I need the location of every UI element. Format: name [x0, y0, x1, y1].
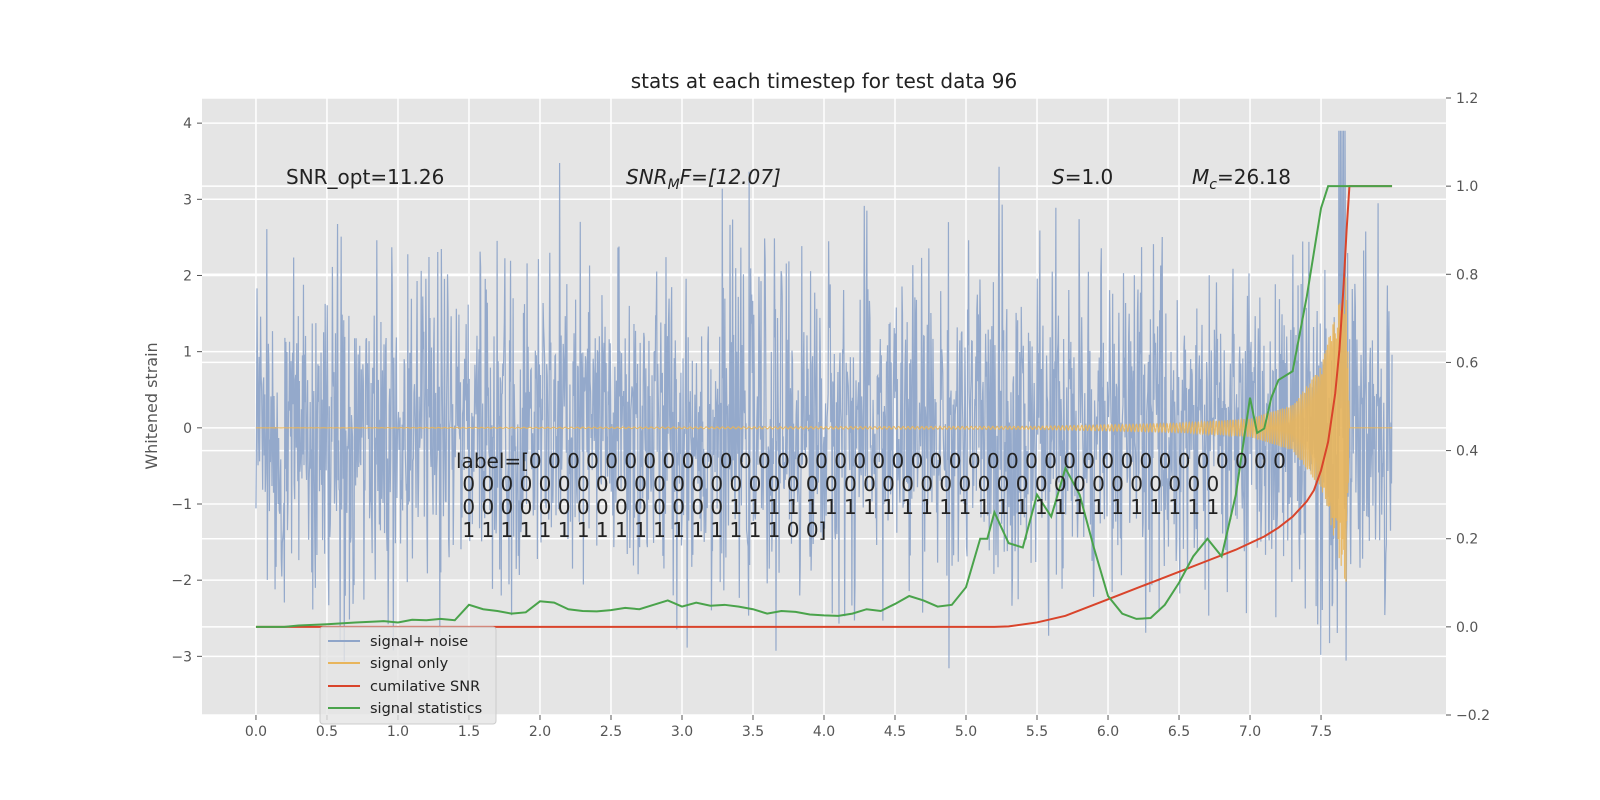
series-signal-only-line	[255, 277, 1393, 582]
series-cumulative-snr-line	[255, 185, 1393, 628]
annotation-snr-opt: SNR_opt=11.26	[286, 165, 444, 189]
x-tick-label-13: 6.5	[1168, 724, 1190, 740]
x-tick-label-14: 7.0	[1239, 724, 1261, 740]
legend: signal+ noise signal only cumilative SNR…	[319, 626, 497, 725]
y2-tick-label-5: 0.8	[1456, 267, 1478, 283]
x-tick-label-4: 2.0	[529, 724, 551, 740]
x-tick-label-7: 3.5	[742, 724, 764, 740]
y2-tick-label-3: 0.4	[1456, 444, 1478, 460]
legend-label-signal-only: signal only	[370, 656, 449, 672]
x-tick-label-11: 5.5	[1026, 724, 1048, 740]
legend-box	[319, 626, 497, 725]
y-tick-label-4: 1	[183, 345, 192, 361]
annotation-label-block: label=[0 0 0 0 0 0 0 0 0 0 0 0 0 0 0 0 0…	[456, 449, 1286, 542]
y-tick-label-1: −2	[171, 573, 192, 589]
x-tick-label-6: 3.0	[671, 724, 693, 740]
series-layer	[255, 130, 1393, 669]
x-tick-label-8: 4.0	[813, 724, 835, 740]
legend-label-signal-noise: signal+ noise	[370, 634, 468, 650]
x-tick-label-3: 1.5	[458, 724, 480, 740]
annotation-snr-mf-symbol: SNR	[626, 165, 668, 189]
y2-tick-label-2: 0.2	[1456, 532, 1478, 548]
annotation-snr-mf-value: F=[12.07]	[680, 165, 781, 189]
y-tick-label-3: 0	[183, 421, 192, 437]
label-line-3: 0 0 0 0 0 0 0 0 0 0 0 0 0 0 1 1 1 1 1 1 …	[456, 495, 1219, 519]
y-axis-label: Whitened strain	[142, 342, 161, 469]
x-tick-label-15: 7.5	[1310, 724, 1332, 740]
y2-tick-label-6: 1.0	[1456, 179, 1478, 195]
x-tick-label-2: 1.0	[387, 724, 409, 740]
annotation-s-value: =1.0	[1065, 165, 1114, 189]
y2-tick-label-7: 1.2	[1456, 91, 1478, 107]
y-tick-label-7: 4	[183, 116, 192, 132]
y2-tick-label-0: −0.2	[1456, 708, 1490, 724]
x-tick-label-10: 5.0	[955, 724, 977, 740]
series-signal-noise-line	[255, 130, 1393, 669]
y2-tick-label-4: 0.6	[1456, 355, 1478, 371]
annotation-mc-subscript: c	[1209, 177, 1217, 193]
legend-label-signal-statistics: signal statistics	[370, 701, 482, 717]
y-tick-label-5: 2	[183, 268, 192, 284]
chart-title: stats at each timestep for test data 96	[631, 69, 1017, 93]
annotation-mc-symbol: M	[1192, 165, 1209, 189]
x-tick-label-1: 0.5	[316, 724, 338, 740]
annotation-snr-mf-subscript: M	[668, 177, 680, 193]
label-line-4: 1 1 1 1 1 1 1 1 1 1 1 1 1 1 1 1 1 0 0]	[456, 518, 826, 542]
x-tick-label-5: 2.5	[600, 724, 622, 740]
series-signal-statistics-line	[255, 185, 1393, 628]
annotation-mc: Mc=26.18	[1192, 165, 1291, 193]
legend-label-cumulative-snr: cumilative SNR	[370, 679, 480, 695]
label-line-1: label=[0 0 0 0 0 0 0 0 0 0 0 0 0 0 0 0 0…	[456, 449, 1286, 473]
y2-tick-label-1: 0.0	[1456, 620, 1478, 636]
y-tick-label-0: −3	[171, 649, 192, 665]
annotation-s-symbol: S	[1052, 165, 1065, 189]
x-tick-label-12: 6.0	[1097, 724, 1119, 740]
annotation-snr-mf: SNRMF=[12.07]	[626, 165, 781, 193]
y-tick-label-2: −1	[171, 497, 192, 513]
label-line-2: 0 0 0 0 0 0 0 0 0 0 0 0 0 0 0 0 0 0 0 0 …	[456, 472, 1219, 496]
x-tick-label-9: 4.5	[884, 724, 906, 740]
axes-layer: 0.0 0.5 1.0 1.5 2.0 2.5 3.0 3.5 4.0 4.5 5.0 5.5 6.0 6…	[171, 91, 1490, 740]
annotation-s: S=1.0	[1052, 165, 1113, 189]
annotation-mc-value: =26.18	[1217, 165, 1291, 189]
y-tick-label-6: 3	[183, 192, 192, 208]
x-tick-label-0: 0.0	[245, 724, 267, 740]
